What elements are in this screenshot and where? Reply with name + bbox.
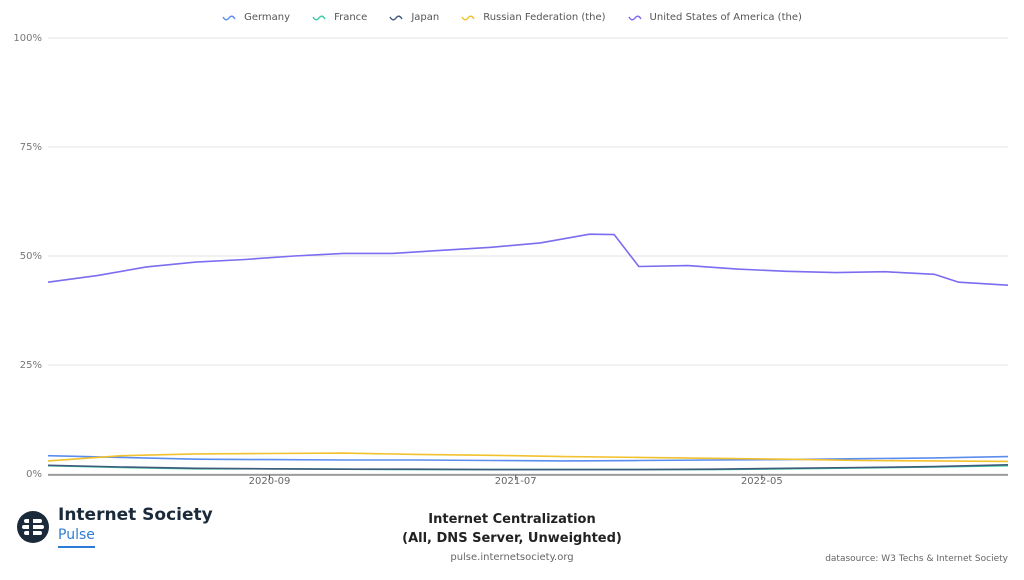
legend-item[interactable]: Germany xyxy=(222,12,290,23)
logo-title: Internet Society xyxy=(58,505,213,525)
chart-legend[interactable]: Germany France Japan Russian Federation (th… xyxy=(0,12,1024,23)
legend-label: Russian Federation (the) xyxy=(483,12,606,23)
isoc-globe-icon xyxy=(17,511,49,543)
legend-label: Germany xyxy=(244,12,291,23)
y-tick-label: 100% xyxy=(13,33,42,44)
chart-title: Internet Centralization xyxy=(428,512,596,527)
series-line-germany[interactable] xyxy=(47,454,1009,462)
y-tick-label: 75% xyxy=(20,142,42,153)
isoc-pulse-logo: Internet Society Pulse xyxy=(16,506,213,548)
x-tick-label: 2020-09 xyxy=(249,476,291,487)
legend-item[interactable]: Japan xyxy=(389,12,439,23)
legend-wave-icon xyxy=(312,15,326,20)
legend-label: United States of America (the) xyxy=(649,12,802,23)
series-lines xyxy=(47,233,1009,471)
x-tick-label: 2022-05 xyxy=(741,476,783,487)
x-axis: 2020-09 2021-07 2022-05 xyxy=(48,474,1008,487)
legend-label: Japan xyxy=(411,12,440,23)
y-axis: 0% 25% 50% 75% 100% xyxy=(13,33,42,480)
y-tick-label: 50% xyxy=(20,251,42,262)
legend-wave-icon xyxy=(461,15,475,20)
logo-subtitle: Pulse xyxy=(58,527,95,548)
y-tick-label: 0% xyxy=(26,469,42,480)
legend-item[interactable]: United States of America (the) xyxy=(627,12,802,23)
series-line-united-states-of-america-the[interactable] xyxy=(47,233,1009,286)
legend-wave-icon xyxy=(222,15,236,20)
line-chart: 0% 25% 50% 75% 100% 2020-09 2021-07 2022-05 xyxy=(13,33,1009,487)
site-url[interactable]: pulse.internetsociety.org xyxy=(450,552,574,563)
series-line-japan[interactable] xyxy=(47,464,1009,471)
chart-title-block: Internet Centralization (All, DNS Server… xyxy=(312,510,712,548)
chart-grid xyxy=(48,37,1008,475)
legend-item[interactable]: France xyxy=(312,12,367,23)
x-tick-label: 2021-07 xyxy=(495,476,537,487)
series-line-russian-federation-the[interactable] xyxy=(47,452,1009,463)
legend-wave-icon xyxy=(627,15,642,20)
legend-item[interactable]: Russian Federation (the) xyxy=(461,12,606,23)
chart-subtitle: (All, DNS Server, Unweighted) xyxy=(402,531,622,546)
datasource-note: datasource: W3 Techs & Internet Society xyxy=(825,554,1008,564)
y-tick-label: 25% xyxy=(20,360,42,371)
legend-wave-icon xyxy=(389,15,403,20)
legend-label: France xyxy=(334,12,368,23)
